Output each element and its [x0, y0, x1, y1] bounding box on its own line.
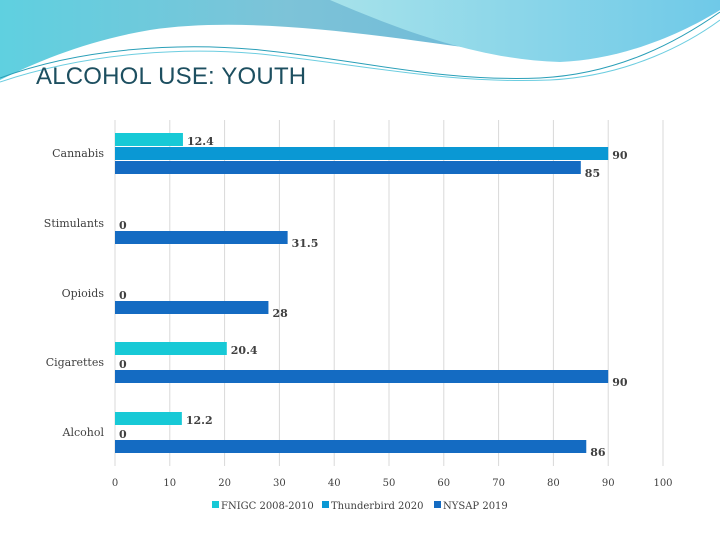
legend-label: Thunderbird 2020 [331, 501, 424, 512]
data-label: 31.5 [292, 237, 319, 250]
data-label: 0 [119, 289, 127, 302]
x-tick-label: 80 [547, 478, 560, 489]
x-tick-label: 40 [328, 478, 341, 489]
data-label: 0 [119, 219, 127, 232]
legend-swatch [212, 501, 219, 508]
data-label: 0 [119, 428, 127, 441]
bar-opioids-2 [115, 301, 269, 314]
category-label: Alcohol [62, 426, 105, 439]
bar-cigarettes-0 [115, 342, 227, 355]
x-tick-label: 0 [112, 478, 118, 489]
category-label: Cigarettes [46, 356, 105, 369]
data-label: 12.2 [186, 414, 213, 427]
slide-title: ALCOHOL USE: YOUTH [36, 63, 307, 90]
data-label: 90 [612, 149, 628, 162]
data-label: 12.4 [187, 135, 214, 148]
x-tick-label: 60 [437, 478, 450, 489]
legend-label: NYSAP 2019 [443, 501, 508, 512]
legend-swatch [434, 501, 441, 508]
x-tick-label: 30 [273, 478, 286, 489]
data-label: 20.4 [231, 344, 258, 357]
bar-alcohol-2 [115, 440, 587, 453]
category-label: Stimulants [44, 217, 105, 230]
x-tick-label: 10 [163, 478, 176, 489]
header-decoration [0, 0, 720, 83]
x-tick-label: 70 [492, 478, 505, 489]
bar-alcohol-0 [115, 412, 182, 425]
legend-swatch [322, 501, 329, 508]
bar-cannabis-0 [115, 133, 183, 146]
legend-label: FNIGC 2008-2010 [221, 501, 314, 512]
data-label: 86 [590, 446, 606, 459]
x-tick-label: 20 [218, 478, 231, 489]
bar-cannabis-1 [115, 147, 609, 160]
bar-cigarettes-2 [115, 370, 609, 383]
category-label: Opioids [62, 287, 105, 300]
data-label: 90 [612, 376, 628, 389]
data-label: 28 [272, 307, 288, 320]
bar-cannabis-2 [115, 161, 581, 174]
data-label: 0 [119, 358, 127, 371]
x-tick-label: 50 [383, 478, 396, 489]
x-tick-label: 90 [602, 478, 615, 489]
x-tick-label: 100 [653, 478, 672, 489]
data-label: 85 [585, 167, 600, 180]
bar-stimulants-2 [115, 231, 288, 244]
category-label: Cannabis [52, 147, 104, 160]
